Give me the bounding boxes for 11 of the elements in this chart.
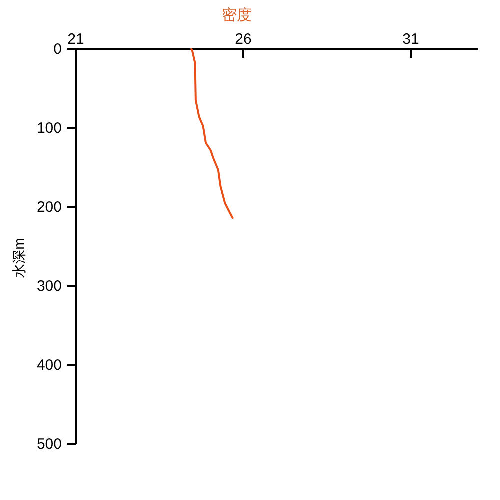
y-axis-title: 水深m — [11, 238, 27, 278]
y-tick-label: 0 — [54, 41, 62, 58]
y-tick-label: 200 — [36, 199, 62, 216]
x-tick-label: 21 — [68, 31, 84, 48]
x-tick-label: 31 — [402, 31, 420, 48]
x-axis-title: 密度 — [222, 7, 252, 24]
y-tick-label: 300 — [36, 278, 62, 295]
y-tick-label: 100 — [36, 120, 62, 137]
x-tick-label: 26 — [235, 31, 252, 48]
y-tick-label: 500 — [36, 436, 62, 453]
y-tick-label: 400 — [36, 357, 62, 374]
